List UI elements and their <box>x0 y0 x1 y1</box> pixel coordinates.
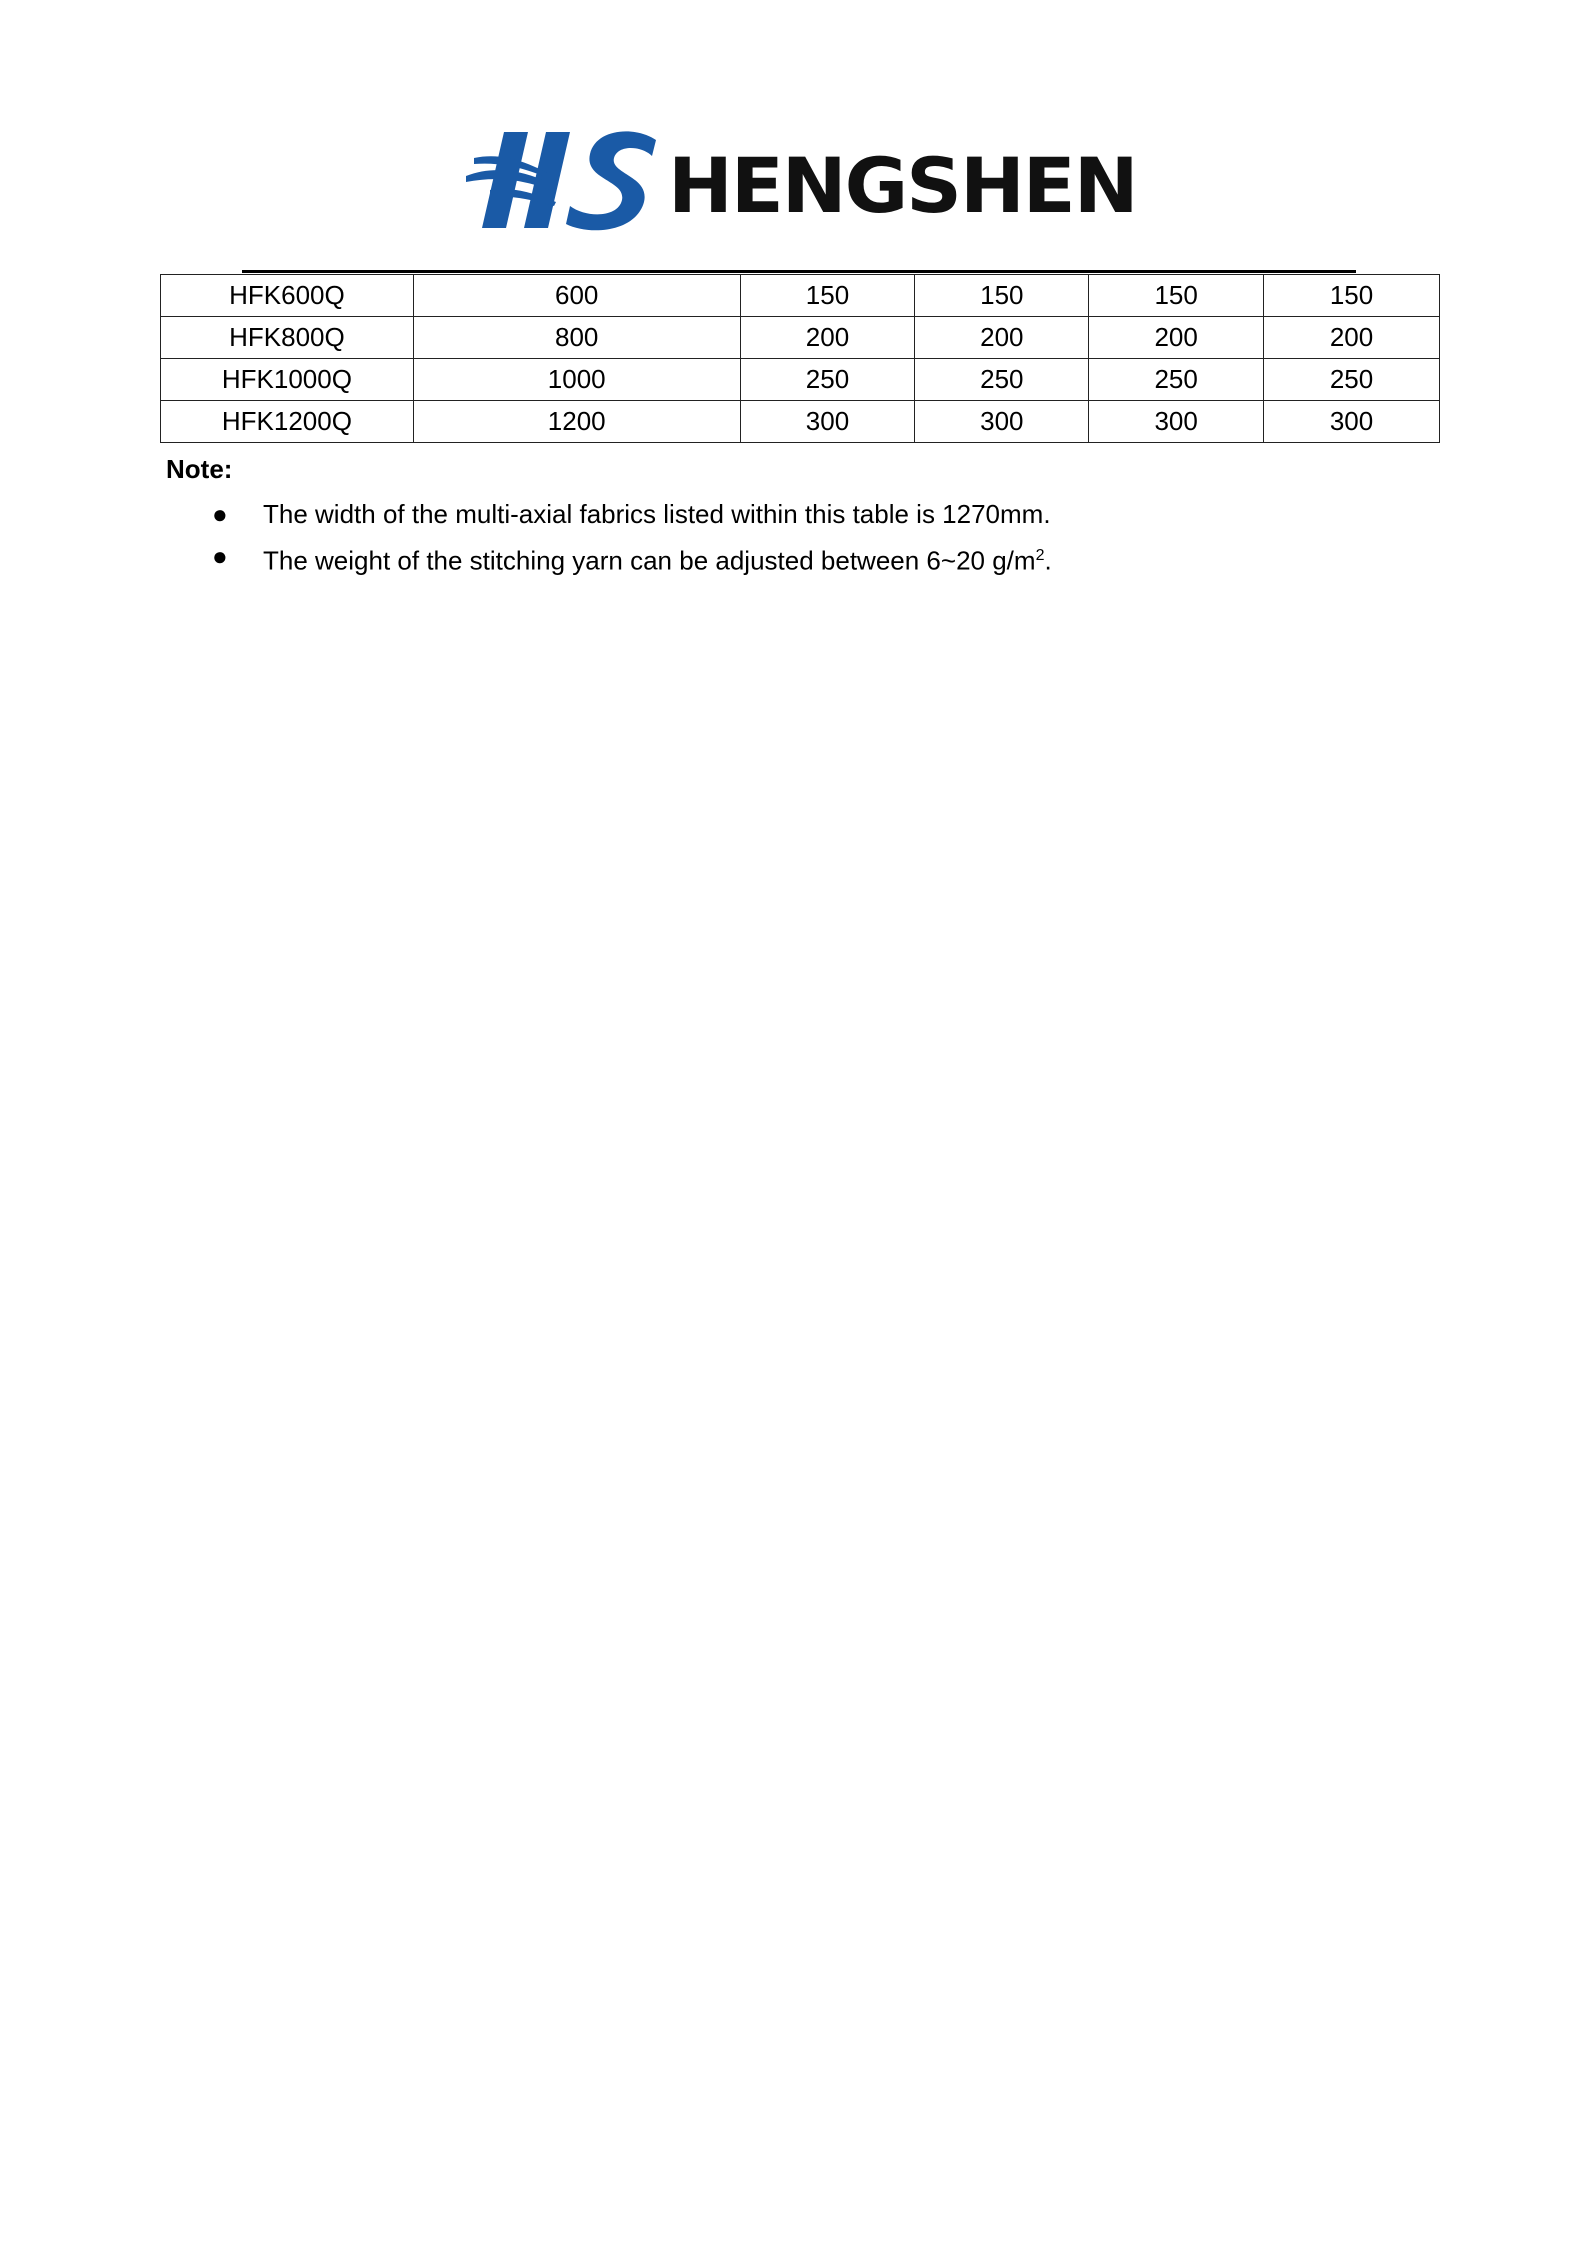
table-cell: 200 <box>739 316 916 359</box>
bullet-icon: ● <box>212 541 228 571</box>
table-cell: 300 <box>1088 400 1265 443</box>
table-cell: 300 <box>914 400 1090 443</box>
table-cell: 150 <box>739 274 916 317</box>
hengshen-logo: HENGSHEN <box>466 128 1139 232</box>
table-cell: 150 <box>1088 274 1265 317</box>
table-cell: 800 <box>412 316 741 359</box>
table-cell: 250 <box>1088 358 1265 401</box>
table-row: HFK600Q 600 150 150 150 150 <box>160 274 1440 317</box>
table-cell: 1200 <box>412 400 741 443</box>
table-cell: 200 <box>914 316 1090 359</box>
note-label: Note: <box>166 454 233 484</box>
table-cell: HFK1000Q <box>160 358 414 401</box>
hs-logo-mark-icon <box>466 131 656 231</box>
note-item: ● The weight of the stitching yarn can be… <box>210 535 1052 577</box>
table-cell: 1000 <box>412 358 741 401</box>
header-rule <box>242 270 1356 273</box>
table-cell: 250 <box>1263 358 1440 401</box>
table-cell: 600 <box>412 274 741 317</box>
table-cell: HFK600Q <box>160 274 414 317</box>
table-cell: 200 <box>1263 316 1440 359</box>
note-list: ● The width of the multi-axial fabrics li… <box>210 493 1052 577</box>
specs-table: HFK600Q 600 150 150 150 150 HFK800Q 800 200 200 20… <box>160 274 1440 443</box>
table-cell: 150 <box>914 274 1090 317</box>
logo-wordmark: HENGSHEN <box>668 141 1139 230</box>
table-row: HFK800Q 800 200 200 200 200 <box>160 316 1440 359</box>
table-row: HFK1000Q 1000 250 250 250 250 <box>160 358 1440 401</box>
table-cell: 250 <box>914 358 1090 401</box>
table-cell: 300 <box>1263 400 1440 443</box>
table-cell: 300 <box>739 400 916 443</box>
table-cell: HFK800Q <box>160 316 414 359</box>
table-cell: 250 <box>739 358 916 401</box>
note-item: ● The width of the multi-axial fabrics li… <box>210 493 1052 535</box>
table-cell: 200 <box>1088 316 1265 359</box>
table-cell: 150 <box>1263 274 1440 317</box>
table-cell: HFK1200Q <box>160 400 414 443</box>
bullet-icon: ● <box>212 499 228 529</box>
table-row: HFK1200Q 1200 300 300 300 300 <box>160 400 1440 443</box>
